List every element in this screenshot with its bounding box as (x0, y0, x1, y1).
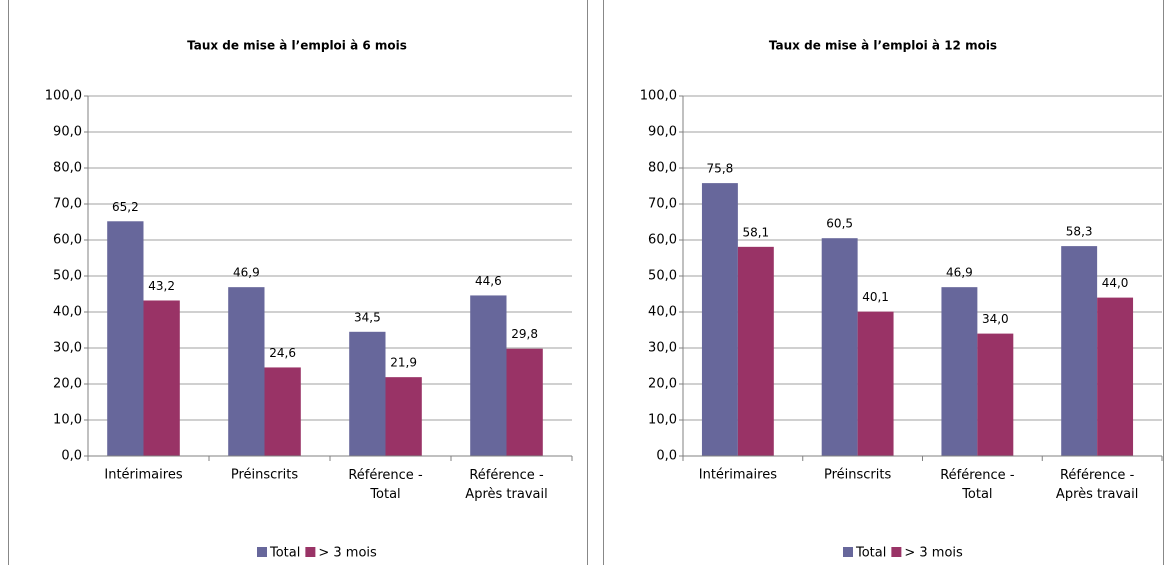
bar (857, 311, 894, 456)
data-label: 75,8 (707, 162, 734, 176)
data-label: 58,3 (1066, 225, 1093, 239)
y-tick-label: 100,0 (640, 89, 677, 104)
data-label: 21,9 (390, 356, 417, 370)
bar (821, 238, 858, 456)
bar (264, 367, 301, 456)
bar (977, 333, 1014, 456)
y-tick-label: 90,0 (53, 125, 82, 140)
data-label: 46,9 (946, 266, 973, 280)
data-label: 46,9 (233, 266, 260, 280)
y-tick-label: 60,0 (648, 233, 677, 248)
x-tick-label: Référence -Après travail (1056, 468, 1138, 502)
y-tick-label: 0,0 (61, 449, 82, 464)
bar (143, 300, 180, 456)
bar (1097, 297, 1134, 456)
y-tick-label: 70,0 (648, 197, 677, 212)
x-tick-label: Référence -Total (348, 468, 423, 502)
data-label: 58,1 (742, 225, 769, 239)
legend-swatch (891, 547, 902, 557)
y-tick-label: 30,0 (53, 341, 82, 356)
y-tick-label: 60,0 (53, 233, 82, 248)
y-tick-label: 10,0 (53, 413, 82, 428)
bar (107, 221, 144, 456)
legend-swatch (843, 547, 853, 557)
data-label: 65,2 (112, 200, 139, 214)
data-label: 24,6 (269, 346, 296, 360)
y-tick-label: 0,0 (656, 449, 677, 464)
bar (349, 331, 386, 456)
y-tick-label: 40,0 (648, 305, 677, 320)
data-label: 44,0 (1102, 276, 1129, 290)
y-tick-label: 70,0 (53, 197, 82, 212)
y-tick-label: 90,0 (648, 125, 677, 140)
y-tick-label: 50,0 (648, 269, 677, 284)
legend-swatch (305, 547, 316, 557)
x-tick-label: Préinscrits (824, 468, 891, 483)
legend-swatch (257, 547, 267, 557)
y-tick-label: 80,0 (648, 161, 677, 176)
data-label: 34,5 (354, 310, 381, 324)
x-tick-label: Intérimaires (699, 468, 777, 483)
legend-label: Total (855, 546, 886, 561)
data-label: 60,5 (826, 217, 853, 231)
x-tick-label: Intérimaires (104, 468, 182, 483)
bar (506, 348, 543, 456)
data-label: 43,2 (148, 279, 175, 293)
chart-frame (8, 0, 588, 565)
bar (941, 287, 978, 456)
legend-label: > 3 mois (318, 546, 377, 561)
x-tick-label: Référence -Après travail (465, 468, 547, 502)
y-tick-label: 80,0 (53, 161, 82, 176)
y-tick-label: 40,0 (53, 305, 82, 320)
bar (701, 183, 738, 456)
y-tick-label: 100,0 (45, 89, 82, 104)
legend-label: Total (269, 546, 300, 561)
data-label: 44,6 (475, 274, 502, 288)
bar (1061, 246, 1098, 456)
legend-label: > 3 mois (904, 546, 963, 561)
y-tick-label: 20,0 (53, 377, 82, 392)
bar (737, 246, 774, 456)
x-tick-label: Préinscrits (231, 468, 298, 483)
bar (470, 295, 507, 456)
y-tick-label: 20,0 (648, 377, 677, 392)
chart-title: Taux de mise à l’emploi à 6 mois (187, 39, 407, 53)
chart-title: Taux de mise à l’emploi à 12 mois (769, 39, 997, 53)
data-label: 29,8 (511, 327, 538, 341)
y-tick-label: 30,0 (648, 341, 677, 356)
y-tick-label: 10,0 (648, 413, 677, 428)
x-tick-label: Référence -Total (940, 468, 1015, 502)
bar (385, 377, 422, 456)
y-tick-label: 50,0 (53, 269, 82, 284)
data-label: 34,0 (982, 312, 1009, 326)
data-label: 40,1 (862, 290, 889, 304)
bar (228, 287, 265, 456)
